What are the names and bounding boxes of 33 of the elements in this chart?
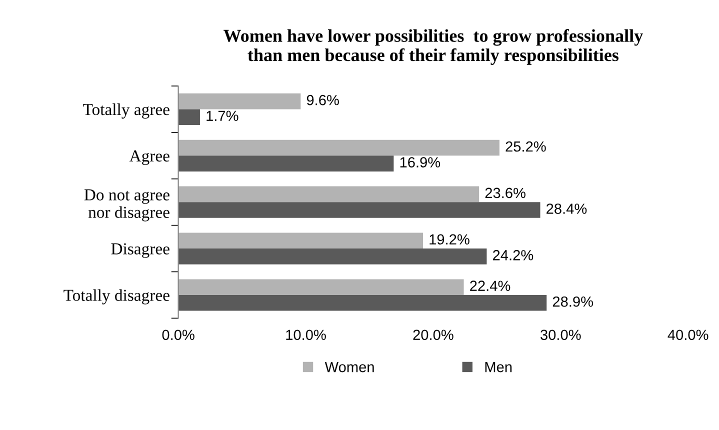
data-label: 24.2% [493, 250, 534, 260]
x-tick-label: 40.0% [668, 330, 708, 340]
bar [178, 248, 487, 264]
y-tick-label: Totally disagree [64, 289, 170, 304]
bar [178, 93, 301, 110]
x-tick-label: 10.0% [286, 330, 326, 340]
data-label: 28.4% [546, 204, 587, 214]
bar [178, 202, 540, 218]
bar [178, 294, 547, 311]
y-tick-label: Totally agree [83, 103, 170, 119]
data-label: 23.6% [485, 188, 526, 198]
bar [178, 279, 464, 295]
data-label: 16.9% [400, 157, 440, 168]
bar [178, 232, 423, 249]
data-label: 25.2% [506, 141, 546, 152]
x-tick-label: 0.0% [162, 330, 194, 340]
bar [178, 186, 480, 202]
data-label: 22.4% [470, 280, 510, 291]
x-tick-label: 30.0% [540, 330, 581, 340]
chart-title: Women have lower possibilities to grow professionally than men because of their family responsibilities [224, 29, 643, 65]
legend-label: Women [324, 362, 374, 372]
y-tick-label: Do not agree nor disagree [84, 189, 170, 222]
data-label: 19.2% [430, 234, 470, 245]
bar [178, 140, 500, 156]
data-label: 9.6% [306, 94, 339, 106]
data-label: 28.9% [552, 296, 594, 307]
bar [178, 156, 394, 172]
y-tick-label: Disagree [111, 243, 170, 258]
x-tick-label: 20.0% [413, 330, 454, 340]
y-tick-label: Agree [129, 150, 170, 166]
data-label: 1.7% [206, 110, 238, 121]
bar [178, 109, 200, 126]
legend-label: Men [485, 362, 512, 372]
